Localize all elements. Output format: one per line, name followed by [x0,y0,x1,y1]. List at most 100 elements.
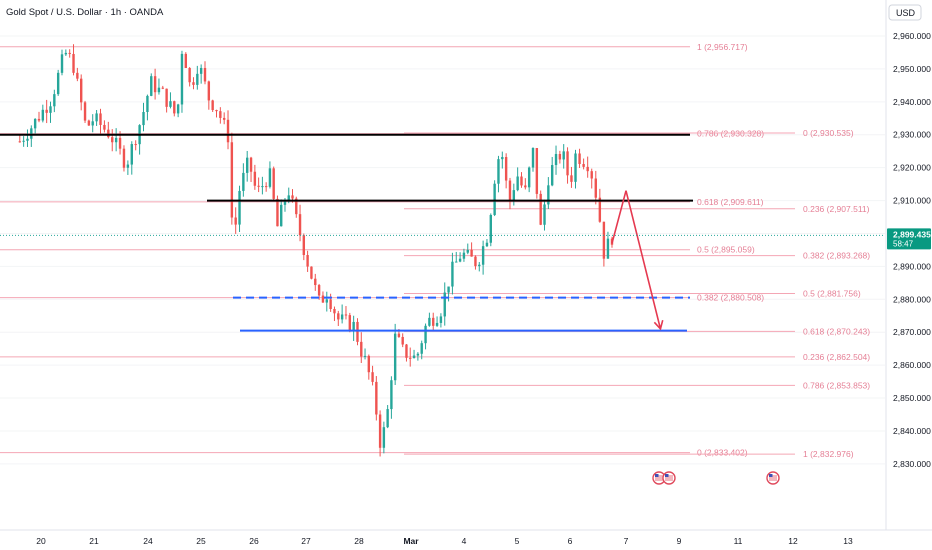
currency-button[interactable] [888,4,922,21]
key-levels [0,133,693,332]
candle-body [524,185,527,188]
candle-body [302,235,306,256]
time-tick-label: 13 [843,536,853,546]
projection-arrowhead [653,320,664,331]
candle-body [397,333,401,337]
candle-body [512,190,516,201]
candle-body [566,151,569,176]
candle-body [481,246,485,265]
candle-body [68,52,71,54]
price-tick-label: 2,960.000 [893,31,931,41]
candle-body [367,355,371,373]
candle-body [79,78,83,103]
candle-body [192,82,195,85]
candle-body [501,157,504,160]
time-tick-label: 4 [462,536,467,546]
candle-body [306,255,309,267]
candle-body [337,313,340,320]
candle-body [439,316,443,323]
fib-label-right: 0.5 (2,881.756) [803,289,861,299]
us-flag-event-icon[interactable] [766,471,780,485]
us-flag-event-icon[interactable] [662,471,676,485]
candle-body [474,256,477,267]
candle-body [586,166,589,172]
price-axis[interactable]: 2,960.000 2,950.000 2,940.000 2,930.000 2,92… [885,0,932,550]
candle-body [562,151,565,160]
price-tick-label: 2,930.000 [893,130,931,140]
candle-body [184,53,188,69]
time-tick-label: 5 [515,536,520,546]
candle-body [173,101,176,114]
candle-body [291,195,294,199]
candle-body [30,128,33,139]
candle-body [570,175,573,182]
projection-path[interactable] [611,190,662,330]
candle-body [409,357,412,359]
candle-body [412,355,416,359]
candle-body [455,261,458,263]
candle-body [416,353,420,356]
time-tick-label: 9 [677,536,682,546]
candle-body [432,317,435,326]
candle-body [310,266,313,279]
candle-body [458,258,462,262]
candle-body [203,67,207,82]
fib-label-right: 0.236 (2,862.504) [803,352,870,362]
price-tick-label: 2,890.000 [893,261,931,271]
candle-body [37,118,41,121]
candle-body [340,314,344,320]
bar-countdown: 58:47 [893,239,914,248]
candle-body [348,315,352,331]
price-tick-label: 2,870.000 [893,327,931,337]
fib-label-left: 0.382 (2,880.508) [697,293,764,303]
candle-body [390,380,393,410]
candle-body [146,95,149,113]
candle-body [356,321,359,342]
candle-body [371,372,374,382]
candle-body [489,214,492,243]
fib-label-left: 0.618 (2,909.611) [697,197,764,207]
candle-body [578,153,581,165]
current-price-value: 2,899.435 [893,229,931,239]
event-flags [652,471,780,485]
candle-body [594,178,597,198]
candle-body [161,87,164,89]
candles [18,44,614,457]
candle-body [547,185,550,205]
candle-body [516,176,519,191]
candle-body [18,141,21,143]
price-tick-label: 2,850.000 [893,393,931,403]
candle-body [504,157,508,181]
candle-body [83,102,87,121]
price-tick-label: 2,910.000 [893,196,931,206]
candle-body [246,157,249,173]
us-flag-event-icon[interactable] [652,471,666,485]
candle-body [420,343,423,354]
candle-body [207,81,211,101]
candle-body [111,137,114,143]
candle-body [378,414,382,448]
fib-label-left: 1 (2,956.717) [697,42,748,52]
candle-body [95,113,98,122]
candle-body [333,308,336,314]
candle-body [261,186,264,188]
price-tick-label: 2,920.000 [893,163,931,173]
candle-body [238,190,241,225]
candle-body [508,180,512,201]
candle-body [49,106,52,113]
candle-body [382,427,386,448]
candle-body [226,119,230,143]
candle-body [424,325,427,344]
fib-label-right: 0.382 (2,893.268) [803,251,870,261]
candle-body [451,261,454,287]
time-axis[interactable]: 20 21 24 25 26 27 28 Mar 4 5 6 7 9 11 12 13 [0,529,932,546]
candle-body [91,121,94,126]
candle-body [344,314,348,316]
candle-body [493,183,496,215]
candle-body [317,285,321,296]
candle-body [280,204,283,227]
candle-body [199,67,203,74]
